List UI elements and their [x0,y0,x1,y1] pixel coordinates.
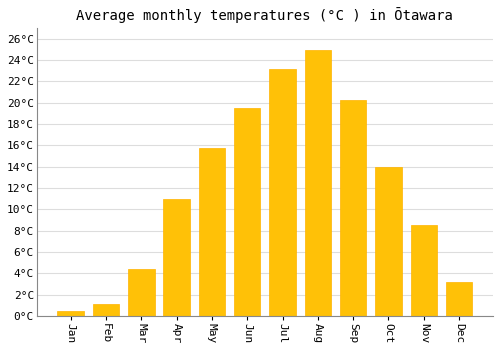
Bar [58,310,84,316]
Bar [340,100,366,316]
Bar [234,108,260,316]
Bar [410,225,437,316]
Bar [304,50,331,316]
Bar [128,269,154,316]
Bar [270,69,296,316]
Bar [446,282,472,316]
Bar [198,148,225,316]
Bar [164,199,190,316]
Bar [93,304,120,316]
Bar [375,167,402,316]
Title: Average monthly temperatures (°C ) in Ōtawara: Average monthly temperatures (°C ) in Ōt… [76,7,454,23]
